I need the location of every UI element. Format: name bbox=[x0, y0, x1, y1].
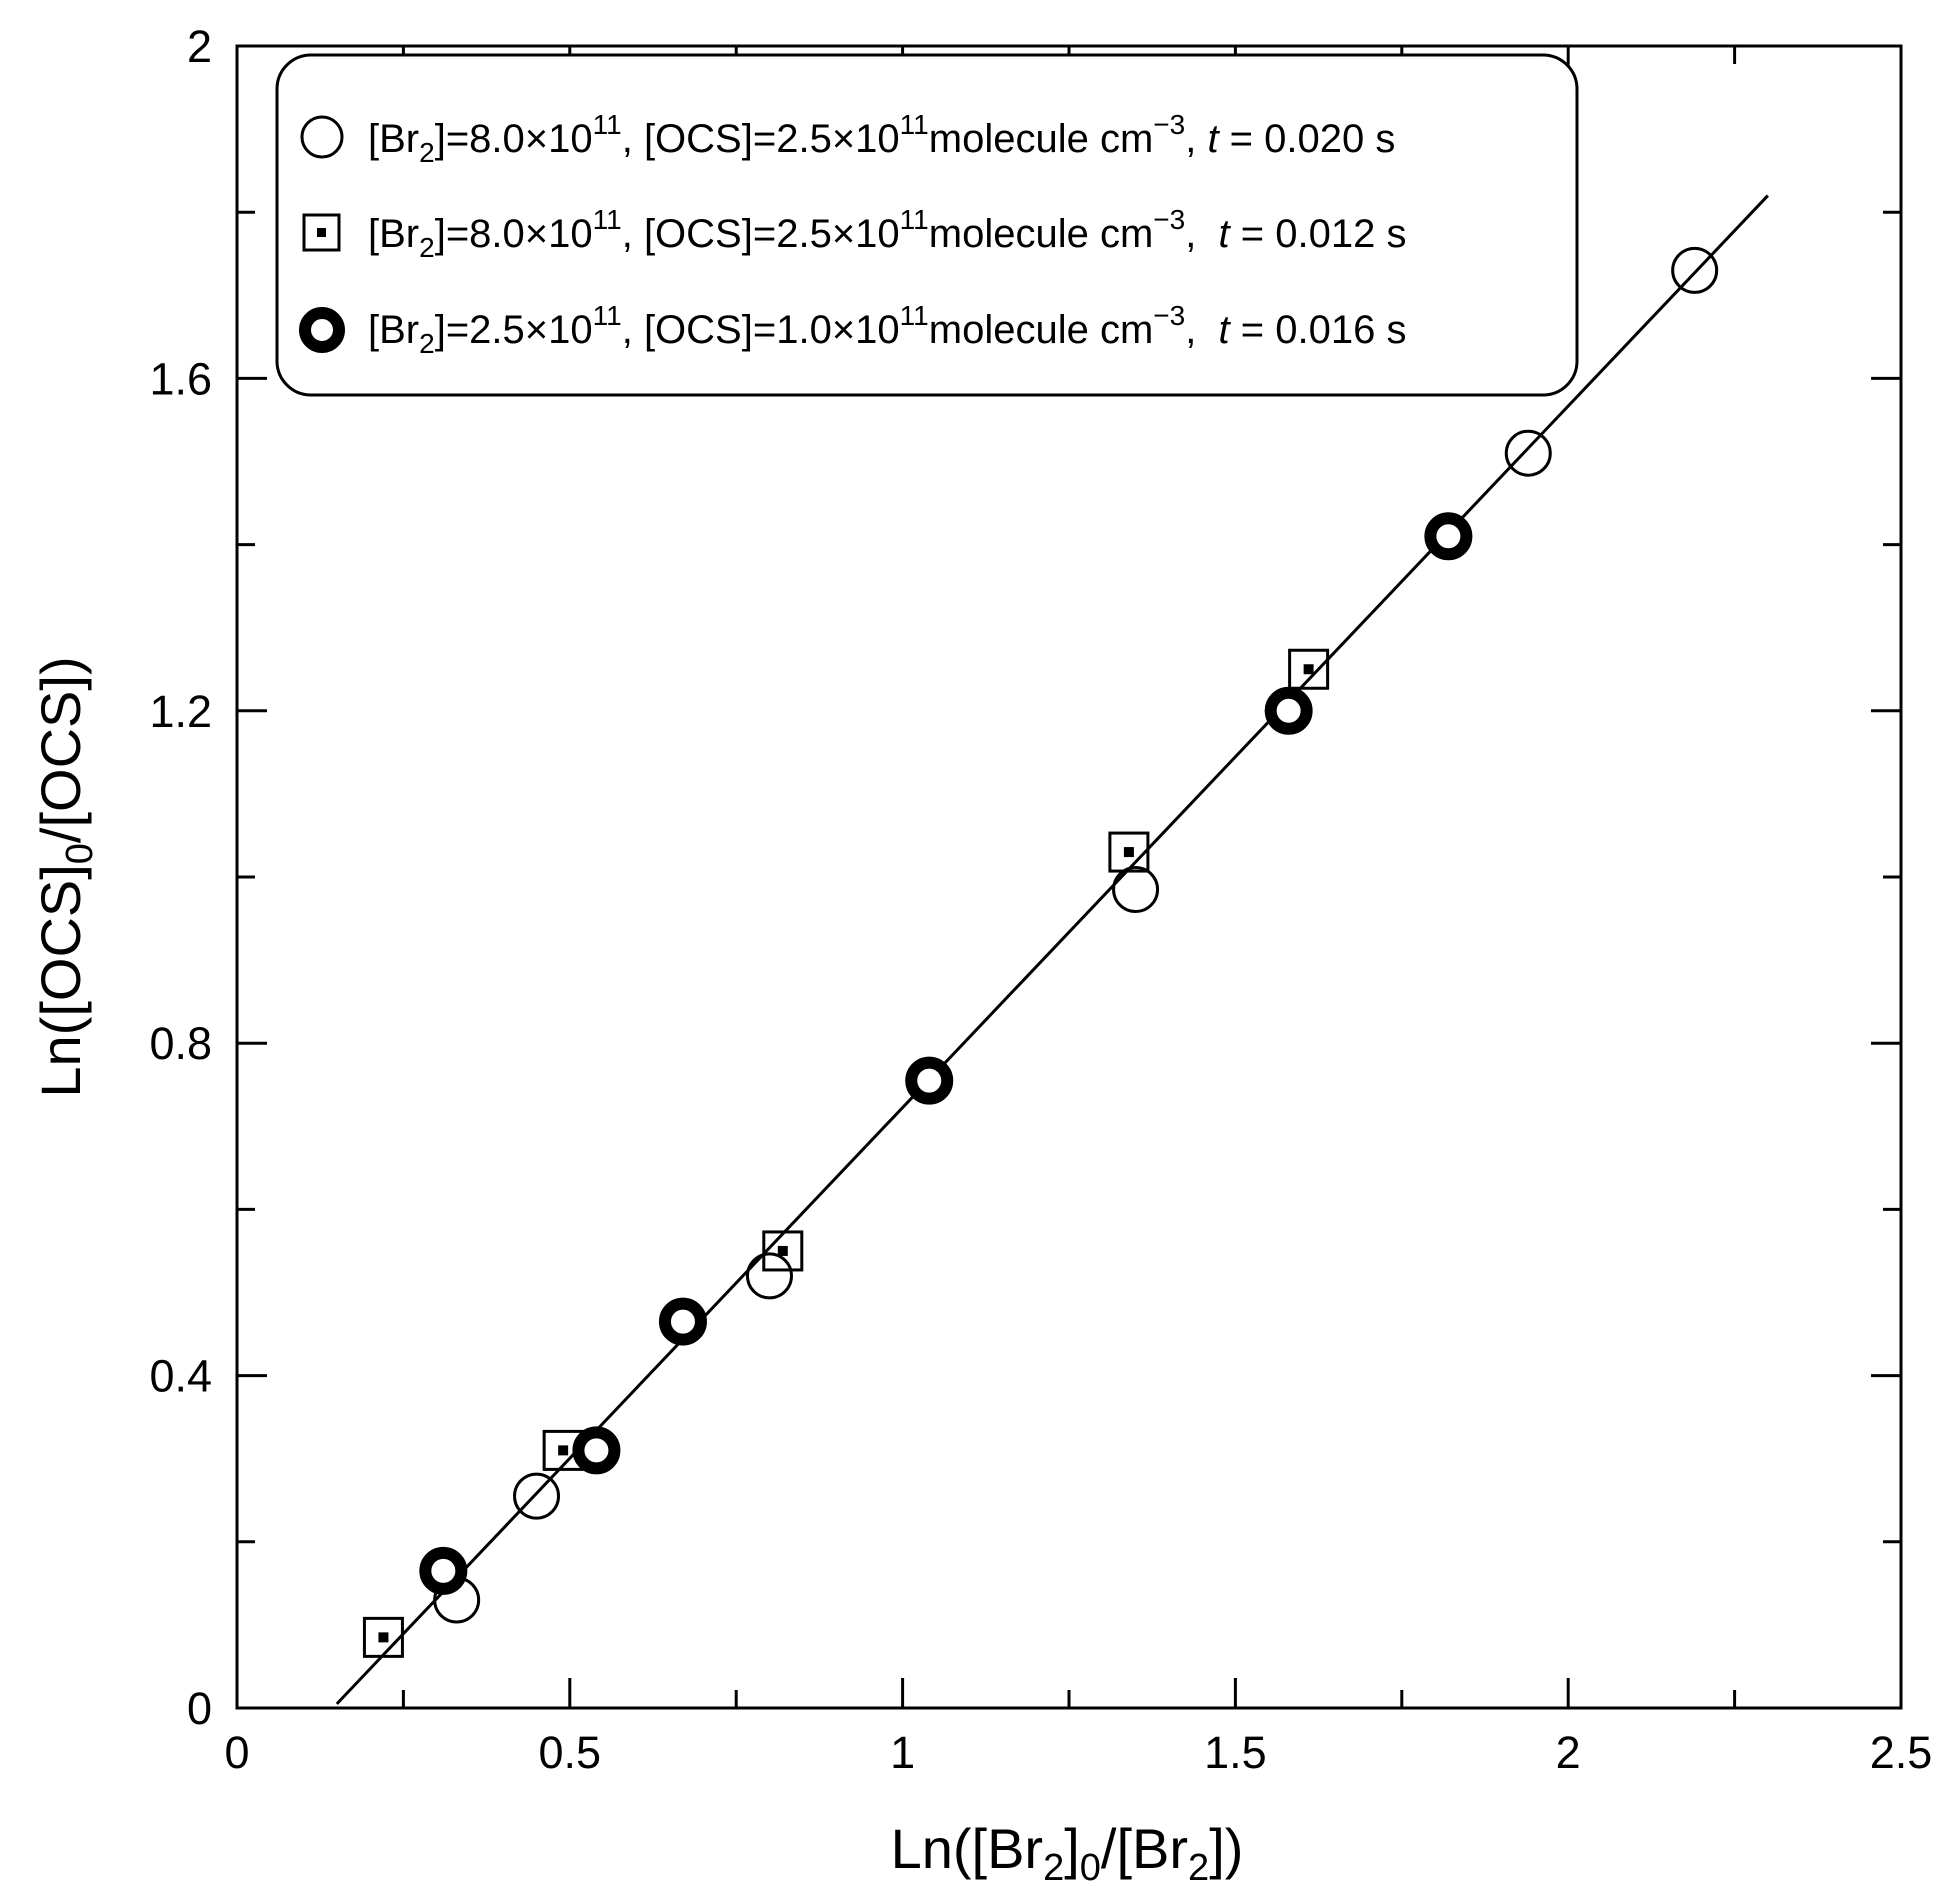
data-points bbox=[362, 246, 1719, 1658]
legend-label-2: [Br2]=8.0×1011, [OCS]=2.5×1011molecule c… bbox=[368, 204, 1406, 263]
point-square-dot bbox=[558, 1445, 569, 1456]
x-tick-label: 1 bbox=[890, 1727, 915, 1778]
legend-entry-3: [Br2]=2.5×1011, [OCS]=1.0×1011molecule c… bbox=[299, 300, 1406, 359]
point-square-dot bbox=[378, 1632, 389, 1643]
legend-box bbox=[275, 53, 1579, 397]
y-tick-label: 1.6 bbox=[149, 353, 212, 404]
y-tick-labels: 0 0.4 0.8 1.2 1.6 2 bbox=[149, 21, 212, 1734]
x-tick-label: 2.5 bbox=[1870, 1727, 1933, 1778]
point-open-circle bbox=[1504, 429, 1552, 477]
point-square-outline bbox=[362, 1616, 404, 1658]
legend-marker-dotted-square-dot bbox=[317, 228, 326, 237]
legend-entry-2: [Br2]=8.0×1011, [OCS]=2.5×1011molecule c… bbox=[302, 204, 1406, 263]
point-thick-circle bbox=[572, 1426, 621, 1475]
y-axis-title: Ln([OCS]0/[OCS]) bbox=[29, 656, 101, 1097]
y-tick-label: 2 bbox=[187, 21, 212, 72]
x-tick-label: 2 bbox=[1556, 1727, 1581, 1778]
point-open-circle bbox=[1112, 865, 1160, 913]
legend-label-3: [Br2]=2.5×1011, [OCS]=1.0×1011molecule c… bbox=[368, 300, 1406, 359]
legend-entry-1: [Br2]=8.0×1011, [OCS]=2.5×1011molecule c… bbox=[300, 109, 1395, 168]
x-tick-label: 1.5 bbox=[1204, 1727, 1267, 1778]
fit-line bbox=[335, 194, 1769, 1705]
point-dotted-square bbox=[362, 1616, 404, 1658]
point-open-circle bbox=[513, 1472, 561, 1520]
point-thick-circle bbox=[1264, 686, 1313, 735]
point-dotted-square bbox=[1288, 648, 1330, 690]
point-square-dot bbox=[1303, 664, 1314, 675]
point-thick-circle bbox=[1424, 512, 1473, 561]
legend: [Br2]=8.0×1011, [OCS]=2.5×1011molecule c… bbox=[275, 53, 1579, 397]
point-square-dot bbox=[1123, 847, 1134, 858]
legend-label-1: [Br2]=8.0×1011, [OCS]=2.5×1011molecule c… bbox=[368, 109, 1395, 168]
legend-marker-open-circle bbox=[300, 115, 344, 159]
x-tick-label: 0 bbox=[224, 1727, 249, 1778]
legend-marker-thick-circle bbox=[299, 307, 345, 353]
point-square-dot bbox=[777, 1245, 788, 1256]
point-thick-circle bbox=[658, 1297, 707, 1346]
point-open-circle bbox=[745, 1252, 793, 1300]
point-thick-circle bbox=[419, 1546, 468, 1595]
point-square-outline bbox=[1108, 831, 1150, 873]
x-axis-title: Ln([Br2]0/[Br2]) bbox=[891, 1817, 1244, 1889]
x-tick-label: 0.5 bbox=[539, 1727, 602, 1778]
point-square-outline bbox=[1288, 648, 1330, 690]
y-tick-label: 0 bbox=[187, 1683, 212, 1734]
point-open-circle bbox=[1671, 246, 1719, 294]
point-thick-circle bbox=[905, 1056, 954, 1105]
x-tick-labels: 0 0.5 1 1.5 2 2.5 bbox=[224, 1727, 1932, 1778]
y-tick-label: 1.2 bbox=[149, 686, 212, 737]
point-dotted-square bbox=[762, 1230, 804, 1272]
y-tick-label: 0.4 bbox=[149, 1351, 212, 1402]
point-dotted-square bbox=[1108, 831, 1150, 873]
y-tick-label: 0.8 bbox=[149, 1018, 212, 1069]
point-square-outline bbox=[762, 1230, 804, 1272]
